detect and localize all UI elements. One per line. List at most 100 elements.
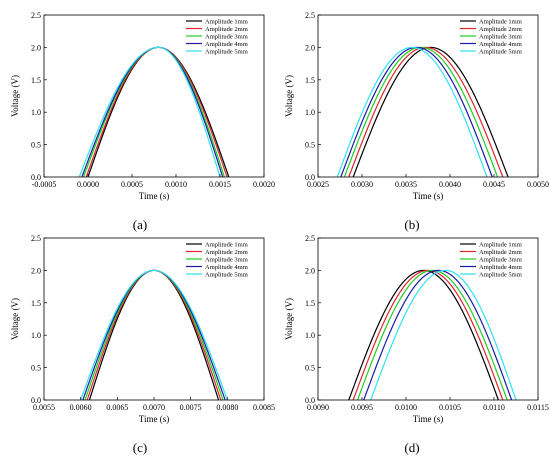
series-line-5 xyxy=(78,46,221,177)
y-tick-label: 0.0 xyxy=(305,173,315,182)
x-tick-label: 0.0060 xyxy=(70,403,92,412)
chart-panel-2: 0.0025 0.0030 0.0035 0.0040 0.0045 0.0050 0.0 0… xyxy=(284,11,549,232)
x-tick-label: 0.0040 xyxy=(439,180,461,189)
x-tick-label: 0.0105 xyxy=(439,403,461,412)
x-tick-label: 0.0025 xyxy=(307,180,329,189)
y-tick-label: 1.5 xyxy=(31,299,41,308)
y-tick-label: 2.0 xyxy=(305,43,315,52)
legend-label: Amplitude 3mm xyxy=(479,33,522,40)
y-tick-label: 2.5 xyxy=(305,11,315,20)
x-tick-label: 0.0075 xyxy=(180,403,202,412)
series-group xyxy=(348,269,517,400)
legend-label: Amplitude 4mm xyxy=(479,264,522,271)
series-line-1 xyxy=(88,269,220,400)
y-tick-label: 0.0 xyxy=(31,396,41,405)
legend-label: Amplitude 5mm xyxy=(479,48,522,55)
x-tick-label: 0.0050 xyxy=(527,180,549,189)
series-line-4 xyxy=(340,46,493,177)
y-tick-label: 2.0 xyxy=(31,266,41,275)
x-tick-label: 0.0045 xyxy=(483,180,505,189)
y-tick-label: 2.5 xyxy=(31,11,41,20)
x-tick-label: 0.0065 xyxy=(106,403,128,412)
series-line-3 xyxy=(357,269,508,400)
legend-label: Amplitude 1mm xyxy=(479,241,522,248)
series-line-5 xyxy=(80,269,228,400)
x-tick-label: 0.0100 xyxy=(395,403,417,412)
series-line-5 xyxy=(370,269,517,400)
x-tick-label: 0.0085 xyxy=(253,403,275,412)
x-tick-label: 0.0020 xyxy=(253,180,275,189)
x-axis-label: Time (s) xyxy=(413,191,443,201)
series-line-2 xyxy=(348,46,504,177)
y-axis-label: Voltage (V) xyxy=(284,298,294,340)
series-line-4 xyxy=(82,269,226,400)
legend-label: Amplitude 5mm xyxy=(479,271,522,278)
series-group xyxy=(80,269,228,400)
x-tick-label: 0.0005 xyxy=(121,180,143,189)
series-line-2 xyxy=(86,269,222,400)
chart-panel-1: -0.0005 0.0000 0.0005 0.0010 0.0015 0.0020 0.0… xyxy=(10,11,275,232)
y-tick-label: 2.5 xyxy=(305,234,315,243)
y-tick-label: 1.0 xyxy=(305,108,315,117)
y-tick-label: 1.5 xyxy=(31,76,41,85)
legend-label: Amplitude 3mm xyxy=(205,256,248,263)
series-line-3 xyxy=(83,46,225,177)
legend-label: Amplitude 5mm xyxy=(205,271,248,278)
series-line-5 xyxy=(336,46,488,177)
legend-label: Amplitude 1mm xyxy=(205,18,248,25)
panel-label: (d) xyxy=(404,440,419,455)
y-tick-label: 0.5 xyxy=(305,364,315,373)
legend-label: Amplitude 1mm xyxy=(479,18,522,25)
x-tick-label: 0.0115 xyxy=(527,403,549,412)
x-tick-label: -0.0005 xyxy=(32,180,57,189)
legend-label: Amplitude 4mm xyxy=(479,41,522,48)
legend-label: Amplitude 4mm xyxy=(205,264,248,271)
legend-label: Amplitude 3mm xyxy=(479,256,522,263)
y-axis-label: Voltage (V) xyxy=(10,298,20,340)
legend-label: Amplitude 4mm xyxy=(205,41,248,48)
panel-label: (c) xyxy=(133,440,147,455)
series-line-4 xyxy=(363,269,513,400)
panel-label: (a) xyxy=(133,217,147,232)
y-tick-label: 0.0 xyxy=(305,396,315,405)
legend-label: Amplitude 2mm xyxy=(205,249,248,256)
plot-frame xyxy=(317,237,539,401)
plot-frame xyxy=(317,14,539,178)
legend-label: Amplitude 1mm xyxy=(205,241,248,248)
x-tick-label: 0.0090 xyxy=(307,403,329,412)
x-tick-label: 0.0070 xyxy=(143,403,165,412)
legend-label: Amplitude 5mm xyxy=(205,48,248,55)
series-line-3 xyxy=(343,46,499,177)
series-group xyxy=(336,46,509,177)
x-tick-label: 0.0080 xyxy=(216,403,238,412)
y-axis-label: Voltage (V) xyxy=(10,75,20,117)
legend-label: Amplitude 2mm xyxy=(479,26,522,33)
y-tick-label: 1.5 xyxy=(305,76,315,85)
x-tick-label: 0.0000 xyxy=(77,180,99,189)
y-tick-label: 1.0 xyxy=(31,331,41,340)
x-tick-label: 0.0035 xyxy=(395,180,417,189)
y-tick-label: 1.5 xyxy=(305,299,315,308)
y-tick-label: 1.0 xyxy=(305,331,315,340)
y-tick-label: 0.5 xyxy=(31,364,41,373)
y-tick-label: 0.0 xyxy=(31,173,41,182)
legend-label: Amplitude 2mm xyxy=(205,26,248,33)
y-tick-label: 0.5 xyxy=(31,141,41,150)
x-tick-label: 0.0015 xyxy=(209,180,231,189)
y-tick-label: 0.5 xyxy=(305,141,315,150)
x-tick-label: 0.0030 xyxy=(351,180,373,189)
x-tick-label: 0.0055 xyxy=(33,403,55,412)
series-group xyxy=(78,46,230,177)
x-tick-label: 0.0110 xyxy=(483,403,505,412)
x-axis-label: Time (s) xyxy=(413,414,443,424)
series-line-4 xyxy=(81,46,224,177)
legend-label: Amplitude 3mm xyxy=(205,33,248,40)
chart-panel-3: 0.0055 0.0060 0.0065 0.0070 0.0075 0.0080 0.00… xyxy=(10,234,275,455)
y-tick-label: 2.0 xyxy=(31,43,41,52)
legend-label: Amplitude 2mm xyxy=(479,249,522,256)
